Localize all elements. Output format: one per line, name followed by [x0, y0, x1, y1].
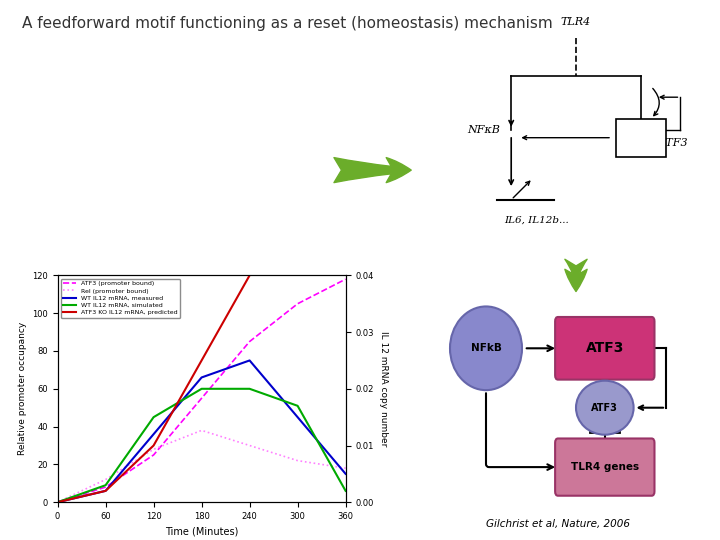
Ellipse shape — [450, 307, 522, 390]
WT IL12 mRNA, measured — [246, 357, 254, 364]
WT IL12 mRNA, measured — [102, 488, 110, 494]
Rel (promoter bound) — [102, 476, 110, 483]
Rel (promoter bound) — [53, 499, 62, 505]
ATF3 (promoter bound) — [341, 276, 350, 282]
Rel (promoter bound) — [149, 446, 158, 453]
WT IL12 mRNA, simulated — [197, 386, 206, 392]
Line: ATF3 (promoter bound): ATF3 (promoter bound) — [58, 279, 346, 502]
ATF3 KO IL12 mRNA, predicted — [149, 442, 158, 449]
Rel (promoter bound) — [197, 427, 206, 434]
WT IL12 mRNA, simulated — [293, 403, 302, 409]
Rel (promoter bound) — [293, 457, 302, 464]
WT IL12 mRNA, simulated — [102, 482, 110, 488]
Text: IL6, IL12b...: IL6, IL12b... — [504, 216, 569, 225]
ATF3 (promoter bound) — [102, 484, 110, 490]
ATF3 KO IL12 mRNA, predicted — [53, 499, 62, 505]
Line: Rel (promoter bound): Rel (promoter bound) — [58, 430, 346, 502]
Text: TLR4: TLR4 — [561, 17, 591, 27]
Text: ATF3: ATF3 — [659, 138, 688, 148]
Line: ATF3 KO IL12 mRNA, predicted: ATF3 KO IL12 mRNA, predicted — [58, 162, 346, 502]
ATF3 (promoter bound) — [149, 451, 158, 458]
Rel (promoter bound) — [341, 465, 350, 471]
Text: Gilchrist et al, Nature, 2006: Gilchrist et al, Nature, 2006 — [486, 519, 630, 529]
WT IL12 mRNA, measured — [293, 414, 302, 420]
WT IL12 mRNA, simulated — [53, 499, 62, 505]
X-axis label: Time (Minutes): Time (Minutes) — [165, 526, 238, 536]
Line: WT IL12 mRNA, measured: WT IL12 mRNA, measured — [58, 361, 346, 502]
ATF3 (promoter bound) — [246, 338, 254, 345]
WT IL12 mRNA, simulated — [246, 386, 254, 392]
WT IL12 mRNA, measured — [197, 374, 206, 381]
ATF3 KO IL12 mRNA, predicted — [102, 488, 110, 494]
Y-axis label: IL 12 mRNA copy number: IL 12 mRNA copy number — [379, 331, 387, 447]
WT IL12 mRNA, measured — [341, 470, 350, 477]
FancyBboxPatch shape — [555, 438, 654, 496]
WT IL12 mRNA, simulated — [341, 488, 350, 494]
ATF3 KO IL12 mRNA, predicted — [197, 357, 206, 364]
Legend: ATF3 (promoter bound), Rel (promoter bound), WT IL12 mRNA, measured, WT IL12 mRN: ATF3 (promoter bound), Rel (promoter bou… — [60, 279, 180, 318]
Ellipse shape — [576, 381, 634, 435]
WT IL12 mRNA, measured — [149, 431, 158, 437]
ATF3 KO IL12 mRNA, predicted — [341, 159, 350, 165]
Bar — [616, 119, 666, 157]
Text: ATF3: ATF3 — [585, 341, 624, 355]
ATF3 KO IL12 mRNA, predicted — [293, 215, 302, 222]
ATF3 KO IL12 mRNA, predicted — [246, 272, 254, 279]
Text: NFκB: NFκB — [467, 125, 500, 134]
Text: NFkB: NFkB — [471, 343, 501, 353]
Rel (promoter bound) — [246, 442, 254, 449]
ATF3 (promoter bound) — [293, 300, 302, 307]
Text: ATF3: ATF3 — [591, 403, 618, 413]
Text: A feedforward motif functioning as a reset (homeostasis) mechanism: A feedforward motif functioning as a res… — [22, 16, 552, 31]
Y-axis label: Relative promoter occupancy: Relative promoter occupancy — [17, 322, 27, 455]
WT IL12 mRNA, simulated — [149, 414, 158, 420]
FancyBboxPatch shape — [555, 317, 654, 380]
ATF3 (promoter bound) — [197, 395, 206, 402]
Line: WT IL12 mRNA, simulated: WT IL12 mRNA, simulated — [58, 389, 346, 502]
ATF3 (promoter bound) — [53, 499, 62, 505]
WT IL12 mRNA, measured — [53, 499, 62, 505]
Text: TLR4 genes: TLR4 genes — [571, 462, 639, 472]
